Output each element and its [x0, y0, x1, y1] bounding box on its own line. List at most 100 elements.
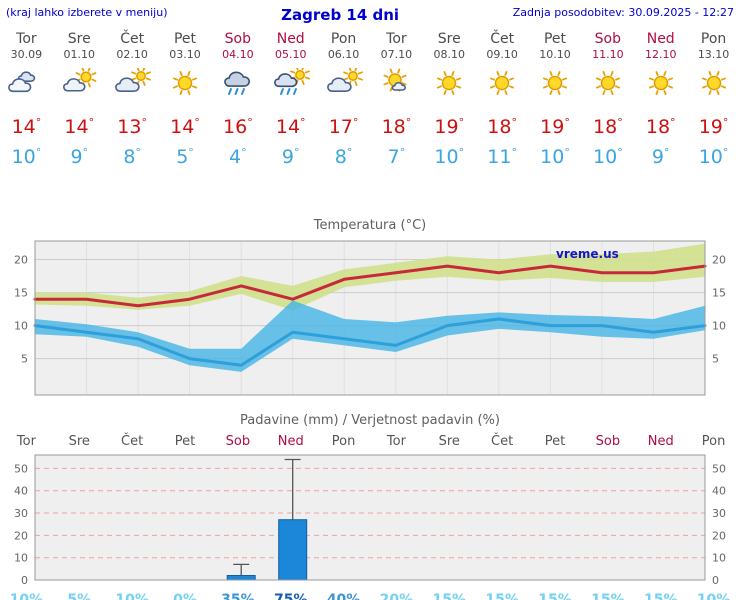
- day-name: Pon: [700, 31, 727, 47]
- temp-min: 10°: [434, 146, 465, 168]
- day-column-čet-02.10: Čet 02.10 13° 8°: [106, 31, 159, 168]
- day-name: Čet: [490, 31, 515, 47]
- day-name: Sob: [224, 31, 252, 47]
- day-column-pet-03.10: Pet 03.10 14° 5°: [159, 31, 212, 168]
- precip-probability: 10%: [9, 592, 44, 600]
- forecast-table: Tor 30.09 14° 10° Sre 01.10 14° 9° Čet 02.10 13° 8°…: [0, 31, 740, 168]
- temperature-chart-title: Temperatura (°C): [313, 218, 427, 233]
- temp-max: 18°: [487, 116, 517, 138]
- svg-text:40: 40: [712, 485, 726, 498]
- temp-max: 18°: [645, 116, 676, 138]
- precip-day-label: Ned: [277, 434, 304, 449]
- day-column-ned-12.10: Ned 12.10 18° 9°: [634, 31, 687, 168]
- day-date: 01.10: [63, 48, 96, 61]
- temp-max: 19°: [540, 116, 570, 138]
- day-column-sob-04.10: Sob 04.10 16° 4°: [211, 31, 264, 168]
- day-name: Sre: [437, 31, 461, 47]
- max-temp-line: [33, 264, 707, 308]
- day-name: Tor: [16, 31, 37, 47]
- precip-probability: 20%: [379, 592, 414, 600]
- day-name: Tor: [386, 31, 407, 47]
- precip-day-label: Čet: [491, 434, 514, 449]
- temp-min: 9°: [651, 146, 670, 168]
- temp-min: 5°: [176, 146, 194, 168]
- precip-day-label: Pon: [701, 434, 726, 449]
- min-temp-line: [33, 317, 707, 367]
- svg-text:15: 15: [14, 287, 28, 300]
- day-date: 09.10: [486, 48, 518, 61]
- svg-text:5: 5: [21, 353, 28, 366]
- precip-day-label: Sob: [225, 434, 251, 449]
- day-column-tor-30.09: Tor 30.09 14° 10°: [0, 31, 53, 168]
- precip-day-label: Pon: [331, 434, 356, 449]
- precip-probability: 15%: [538, 592, 572, 600]
- svg-text:10: 10: [14, 552, 28, 565]
- precip-probability: 15%: [485, 592, 519, 600]
- svg-text:10: 10: [14, 320, 28, 333]
- precip-day-label: Ned: [647, 434, 674, 449]
- precip-probability: 75%: [273, 592, 308, 600]
- day-column-ned-05.10: Ned 05.10 14° 9°: [264, 31, 317, 168]
- sunny-icon: [159, 68, 212, 106]
- day-column-pon-06.10: Pon 06.10 17° 8°: [317, 31, 370, 168]
- temp-min: 10°: [11, 146, 42, 168]
- precipitation-day-labels: Tor Sre Čet Pet Sob Ned Pon Tor Sre Čet Pet Sob Ned P…: [0, 434, 740, 450]
- svg-text:50: 50: [712, 462, 726, 475]
- temp-min: 10°: [540, 146, 570, 168]
- temp-min: 10°: [593, 146, 623, 168]
- temp-max: 14°: [170, 116, 200, 138]
- svg-text:0: 0: [712, 574, 719, 586]
- day-name: Pon: [330, 31, 357, 47]
- temperature-chart-container: 5 5 10 10 15 15 20 20: [0, 235, 740, 405]
- svg-text:0: 0: [21, 574, 28, 586]
- sunny-icon: [687, 68, 740, 106]
- sunny-icon: [581, 68, 634, 106]
- precip-probability: 35%: [221, 592, 255, 600]
- svg-text:10: 10: [712, 320, 726, 333]
- precip-probability: 15%: [591, 592, 625, 600]
- svg-text:40: 40: [14, 485, 28, 498]
- day-date: 02.10: [116, 48, 148, 61]
- day-date: 12.10: [644, 48, 677, 61]
- day-name: Ned: [646, 31, 675, 47]
- precip-day-label: Sre: [68, 434, 90, 449]
- day-name: Sob: [594, 31, 622, 47]
- precip-probability: 10%: [115, 592, 149, 600]
- svg-text:50: 50: [14, 462, 28, 475]
- day-date: 30.09: [10, 48, 43, 61]
- svg-text:30: 30: [712, 507, 726, 520]
- mostly-cloudy-icon: [106, 66, 159, 106]
- partly-cloudy-icon: [53, 66, 106, 106]
- precip-day-label: Sob: [595, 434, 621, 449]
- day-column-sre-08.10: Sre 08.10 19° 10°: [423, 31, 476, 168]
- temp-min: 8°: [123, 146, 141, 168]
- day-name: Sre: [67, 31, 91, 47]
- day-column-pon-13.10: Pon 13.10 19° 10°: [687, 31, 740, 168]
- day-date: 11.10: [592, 48, 624, 61]
- svg-text:5: 5: [712, 353, 719, 366]
- location-menu-note: (kraj lahko izberete v meniju): [6, 6, 168, 19]
- precip-day-label: Čet: [121, 434, 144, 449]
- day-date: 10.10: [539, 48, 571, 61]
- precip-day-label: Tor: [16, 434, 36, 449]
- svg-text:20: 20: [14, 529, 28, 542]
- temp-min: 4°: [229, 146, 247, 168]
- temp-max: 13°: [117, 116, 147, 138]
- temp-min: 11°: [487, 146, 517, 168]
- temp-min: 10°: [698, 146, 729, 168]
- day-name: Pet: [543, 31, 567, 47]
- day-column-tor-07.10: Tor 07.10 18° 7°: [370, 31, 423, 168]
- temp-min: 8°: [334, 146, 353, 168]
- day-date: 05.10: [274, 48, 307, 61]
- precip-day-label: Tor: [386, 434, 406, 449]
- svg-text:20: 20: [712, 254, 726, 267]
- day-column-sre-01.10: Sre 01.10 14° 9°: [53, 31, 106, 168]
- day-name: Ned: [276, 31, 305, 47]
- day-name: Čet: [120, 31, 145, 47]
- day-column-čet-09.10: Čet 09.10 18° 11°: [476, 31, 529, 168]
- svg-text:10: 10: [712, 552, 726, 565]
- precip-probability: 15%: [643, 592, 678, 600]
- mostly-sunny-icon: [370, 68, 423, 106]
- temp-max: 17°: [328, 116, 359, 138]
- day-column-sob-11.10: Sob 11.10 18° 10°: [581, 31, 634, 168]
